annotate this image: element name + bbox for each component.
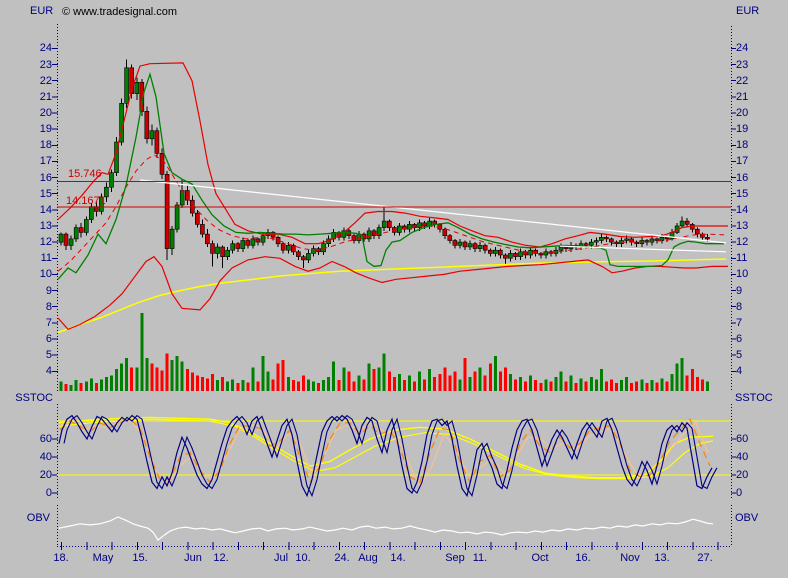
price-tick-label-right: 6 <box>736 333 743 345</box>
axes-layer <box>52 24 736 550</box>
x-axis-date-label: 16. <box>575 552 591 564</box>
price-tick-label-right: 11 <box>736 252 748 265</box>
price-tick-label-left: 21 <box>39 90 52 103</box>
price-tick-label-right: 4 <box>736 365 743 378</box>
x-axis-date-label: 10. <box>295 552 311 564</box>
price-tick-label-left: 12 <box>39 236 52 249</box>
price-tick-label-right: 7 <box>736 316 743 329</box>
price-tick-label-right: 23 <box>736 58 749 71</box>
resistance-line-label: 15.746 <box>68 168 102 180</box>
price-unit-label-right: EUR <box>736 5 760 17</box>
price-overlays-layer <box>57 62 731 334</box>
price-tick-label-left: 16 <box>39 171 52 184</box>
price-tick-label-left: 9 <box>45 284 52 297</box>
price-tick-label-right: 10 <box>736 268 749 281</box>
price-tick-label-right: 19 <box>736 123 749 136</box>
price-tick-label-left: 6 <box>45 333 52 345</box>
x-axis-date-label: 14. <box>390 552 406 564</box>
obv-panel-title-left: OBV <box>26 512 50 524</box>
price-tick-label-right: 12 <box>736 236 749 249</box>
sstoc-tick-label-left: 40 <box>39 451 52 463</box>
x-axis-date-label: 24. <box>334 552 350 564</box>
price-tick-label-left: 5 <box>45 349 52 362</box>
price-tick-label-right: 22 <box>736 74 749 87</box>
price-tick-label-right: 20 <box>736 106 749 119</box>
volume-bars-layer <box>59 313 709 391</box>
x-axis-date-label: Jul <box>273 552 289 564</box>
sstoc-tick-label-right: 0 <box>736 487 743 499</box>
sstoc-tick-label-right: 40 <box>736 451 749 463</box>
price-tick-label-left: 15 <box>39 187 52 200</box>
price-tick-label-left: 20 <box>39 106 52 119</box>
x-axis-date-label: Nov <box>620 552 640 564</box>
sstoc-panel-title-right: SSTOC <box>735 392 773 404</box>
support-line-label: 14.1671 <box>66 195 106 207</box>
price-tick-label-right: 18 <box>736 139 749 152</box>
sstoc-tick-label-right: 20 <box>736 469 749 481</box>
price-tick-label-right: 24 <box>736 42 749 55</box>
x-axis-date-label: Oct <box>531 552 549 564</box>
price-tick-label-left: 8 <box>45 300 52 313</box>
price-tick-label-left: 22 <box>39 74 52 87</box>
price-tick-label-right: 8 <box>736 300 743 313</box>
sstoc-tick-label-left: 20 <box>39 469 52 481</box>
x-axis-date-label: 18. <box>53 552 69 564</box>
price-tick-label-left: 19 <box>39 123 52 136</box>
price-tick-label-left: 4 <box>45 365 52 378</box>
sstoc-tick-label-left: 0 <box>45 487 52 499</box>
price-tick-label-right: 14 <box>736 203 749 216</box>
x-axis-date-label: 13. <box>654 552 670 564</box>
price-tick-label-left: 18 <box>39 139 52 152</box>
price-tick-label-left: 24 <box>39 42 52 55</box>
price-tick-label-left: 7 <box>45 316 52 329</box>
price-tick-label-left: 23 <box>39 58 52 71</box>
x-axis-date-label: Sep <box>445 552 465 564</box>
price-tick-label-left: 11 <box>40 252 52 265</box>
x-axis-date-label: Aug <box>358 552 378 564</box>
x-axis-date-label: 27. <box>697 552 713 564</box>
x-axis-date-label: 11. <box>472 552 488 564</box>
price-tick-label-left: 17 <box>39 155 52 168</box>
sstoc-layer <box>57 414 731 498</box>
price-tick-label-right: 13 <box>736 219 749 232</box>
price-tick-label-left: 10 <box>39 268 52 281</box>
obv-layer <box>58 516 714 541</box>
price-tick-label-left: 13 <box>39 219 52 232</box>
copyright-text: © www.tradesignal.com <box>62 6 178 18</box>
price-tick-label-left: 14 <box>39 203 52 216</box>
price-tick-label-right: 21 <box>736 90 749 103</box>
sstoc-tick-label-right: 60 <box>736 433 749 445</box>
sstoc-panel-title-left: SSTOC <box>15 392 53 404</box>
price-tick-label-right: 15 <box>736 187 749 200</box>
price-tick-label-right: 17 <box>736 155 749 168</box>
sstoc-tick-label-left: 60 <box>39 433 52 445</box>
x-axis-date-label: May <box>92 552 114 564</box>
price-unit-label-left: EUR <box>30 5 54 17</box>
price-tick-label-right: 16 <box>736 171 749 184</box>
obv-panel-title-right: OBV <box>735 512 759 524</box>
x-axis-date-label: 15. <box>132 552 148 564</box>
price-tick-label-right: 9 <box>736 284 743 297</box>
candles-layer <box>58 59 710 268</box>
x-axis-date-label: 12. <box>213 552 229 564</box>
price-tick-label-right: 5 <box>736 349 743 362</box>
x-axis-date-label: Jun <box>184 552 202 564</box>
